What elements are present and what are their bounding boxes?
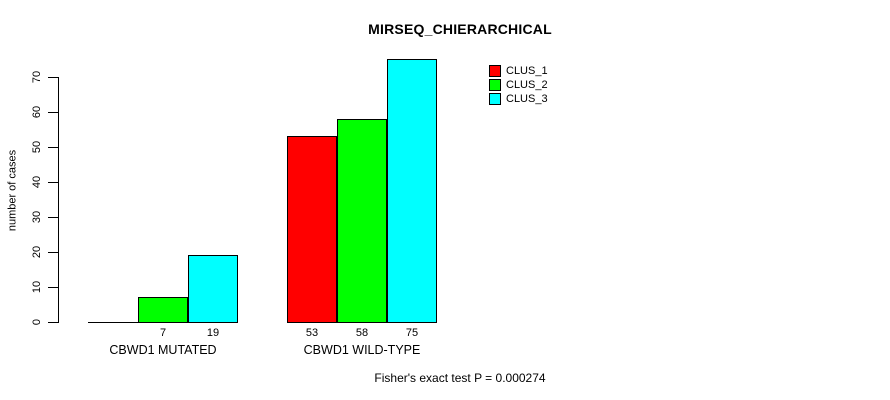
y-tick	[48, 217, 58, 218]
y-tick	[48, 77, 58, 78]
bar-clus_2-2	[337, 119, 387, 323]
bar-value-label: 58	[355, 327, 369, 339]
y-tick-label: 0	[31, 318, 43, 326]
category-label: CBWD1 WILD-TYPE	[303, 343, 421, 357]
y-tick	[48, 322, 58, 323]
bar-clus_1-2	[287, 136, 337, 323]
legend-swatch-icon	[489, 65, 501, 77]
category-label: CBWD1 MUTATED	[109, 343, 217, 357]
y-tick-label: 10	[31, 280, 43, 294]
legend-item: CLUS_3	[489, 92, 548, 106]
legend: CLUS_1 CLUS_2 CLUS_3	[489, 64, 548, 106]
y-tick-label: 30	[31, 210, 43, 224]
bar-value-label: 53	[305, 327, 319, 339]
legend-item: CLUS_1	[489, 64, 548, 78]
y-tick-label: 60	[31, 105, 43, 119]
legend-item: CLUS_2	[489, 78, 548, 92]
legend-label: CLUS_2	[506, 79, 548, 91]
y-axis-label: number of cases	[6, 149, 19, 232]
y-tick	[48, 147, 58, 148]
y-tick	[48, 287, 58, 288]
y-tick-label: 20	[31, 245, 43, 259]
y-tick	[48, 252, 58, 253]
y-tick	[48, 182, 58, 183]
chart-title: MIRSEQ_CHIERARCHICAL	[368, 21, 552, 37]
bar-clus_2-1	[138, 297, 188, 323]
y-tick-label: 50	[31, 140, 43, 154]
bar-clus_1-1	[88, 322, 138, 323]
bar-clus_3-2	[387, 59, 437, 323]
legend-swatch-icon	[489, 93, 501, 105]
bar-value-label: 19	[206, 327, 220, 339]
bar-value-label: 75	[405, 327, 419, 339]
annotation-text: Fisher's exact test P = 0.000274	[374, 371, 546, 385]
legend-swatch-icon	[489, 79, 501, 91]
y-tick-label: 40	[31, 175, 43, 189]
y-tick-label: 70	[31, 70, 43, 84]
legend-label: CLUS_1	[506, 65, 548, 77]
y-tick	[48, 112, 58, 113]
y-axis-line	[58, 77, 59, 323]
legend-label: CLUS_3	[506, 93, 548, 105]
bar-value-label: 7	[159, 327, 167, 339]
bar-clus_3-1	[188, 255, 238, 323]
